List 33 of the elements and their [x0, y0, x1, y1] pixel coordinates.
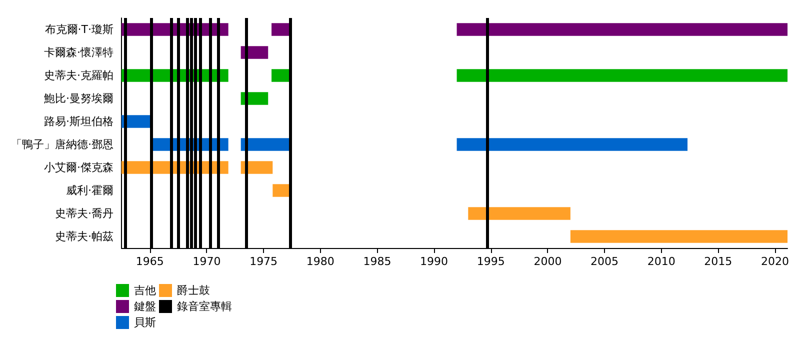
x-tick-label: 1980 — [306, 255, 334, 268]
y-tick-label: 鮑比·曼努埃爾 — [44, 92, 114, 105]
legend-label: 吉他 — [134, 284, 156, 297]
y-tick-label: 路易·斯坦伯格 — [44, 115, 114, 128]
y-tick-label: 威利·霍爾 — [66, 184, 114, 197]
y-tick-label: 史蒂夫·帕茲 — [54, 230, 114, 243]
legend-label: 爵士鼓 — [177, 284, 210, 297]
x-tick-label: 2000 — [534, 255, 562, 268]
x-tick-label: 2010 — [647, 255, 676, 268]
legend-label: 貝斯 — [134, 316, 156, 329]
y-tick-label: 布克爾·T·瓊斯 — [44, 23, 114, 36]
legend-label: 鍵盤 — [134, 300, 156, 313]
x-tick-label: 1995 — [476, 255, 505, 268]
x-tick-label: 1970 — [192, 255, 221, 268]
y-tick-label: 「鴨子」唐納德·鄧恩 — [10, 138, 114, 151]
x-tick-label: 1965 — [136, 255, 164, 268]
x-tick-label: 1975 — [250, 255, 278, 268]
y-tick-label: 小艾爾·傑克森 — [44, 161, 114, 174]
bar — [456, 138, 688, 151]
x-tick-label: 1985 — [363, 255, 392, 268]
legend-label: 錄音室專輯 — [177, 300, 232, 313]
y-tick-label: 卡爾森·懷澤特 — [44, 46, 114, 59]
bar — [456, 23, 788, 36]
x-tick-label: 2020 — [761, 255, 790, 268]
y-tick-label: 史蒂夫·克羅帕 — [44, 69, 114, 82]
x-tick-label: 2005 — [590, 255, 619, 268]
y-tick-label: 史蒂夫·喬丹 — [54, 207, 114, 220]
bar — [456, 69, 788, 82]
bar — [240, 161, 273, 174]
x-tick-label: 1990 — [420, 255, 448, 268]
x-tick-label: 2015 — [704, 255, 732, 268]
bar — [570, 230, 788, 243]
bar — [468, 207, 570, 220]
